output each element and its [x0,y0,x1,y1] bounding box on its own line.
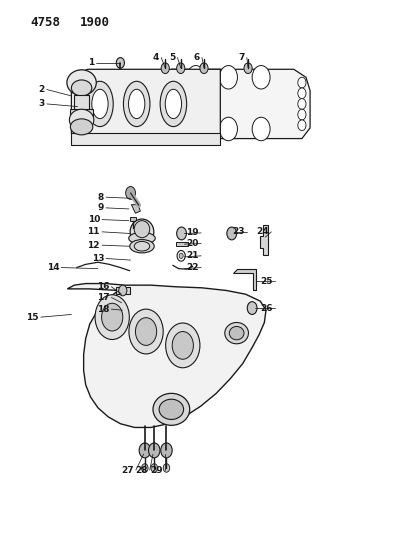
Circle shape [172,332,193,359]
Circle shape [126,187,135,199]
Circle shape [187,117,205,141]
Circle shape [252,66,270,89]
Text: 22: 22 [186,263,199,272]
Circle shape [95,295,129,340]
Text: 4758: 4758 [31,16,61,29]
Text: 14: 14 [47,263,59,272]
Ellipse shape [71,80,92,96]
Circle shape [177,63,185,74]
Ellipse shape [123,82,150,127]
Polygon shape [67,284,266,427]
Circle shape [161,63,169,74]
Circle shape [151,464,157,472]
Text: 18: 18 [97,305,109,313]
Ellipse shape [71,119,93,135]
Polygon shape [74,95,89,112]
Text: 28: 28 [135,466,148,474]
Circle shape [102,303,123,331]
Ellipse shape [69,109,94,131]
Text: 8: 8 [98,193,104,201]
Circle shape [298,109,306,120]
Text: 27: 27 [121,466,134,474]
Text: 7: 7 [238,53,245,62]
Polygon shape [131,205,140,213]
Text: 25: 25 [260,277,273,286]
Text: 11: 11 [87,228,100,236]
Circle shape [163,464,170,472]
Text: 20: 20 [187,239,199,248]
Text: 4: 4 [153,53,159,62]
Polygon shape [71,69,220,139]
Ellipse shape [129,232,155,244]
Ellipse shape [153,393,190,425]
Circle shape [298,120,306,131]
Circle shape [149,443,160,458]
Text: 26: 26 [260,304,273,312]
Text: 19: 19 [186,229,199,237]
Circle shape [298,88,306,99]
Circle shape [177,251,185,261]
Text: 24: 24 [257,228,269,236]
Polygon shape [171,69,310,139]
Polygon shape [116,287,130,294]
Ellipse shape [229,326,244,340]
Circle shape [177,227,186,240]
Text: 9: 9 [98,204,104,212]
Circle shape [135,318,157,345]
Circle shape [298,99,306,109]
Circle shape [298,77,306,88]
Text: 2: 2 [39,85,45,94]
Circle shape [220,117,237,141]
Text: 5: 5 [169,53,175,62]
Ellipse shape [165,89,182,119]
Text: 13: 13 [91,254,104,263]
Ellipse shape [130,239,154,253]
Ellipse shape [86,82,113,127]
Circle shape [119,285,127,296]
Polygon shape [71,133,220,145]
Ellipse shape [134,221,150,238]
Circle shape [252,117,270,141]
Text: 16: 16 [97,282,109,291]
Ellipse shape [67,70,96,95]
Text: 23: 23 [232,228,245,236]
Circle shape [179,253,183,259]
Circle shape [227,227,237,240]
Text: 10: 10 [88,215,100,224]
Ellipse shape [129,89,145,119]
Ellipse shape [225,322,248,344]
Text: 21: 21 [186,252,199,260]
Ellipse shape [160,82,186,127]
Circle shape [161,443,172,458]
Text: 6: 6 [194,53,200,62]
Circle shape [129,309,163,354]
Text: 3: 3 [39,100,45,108]
Polygon shape [70,109,93,116]
Text: 15: 15 [26,313,39,321]
Circle shape [166,323,200,368]
Circle shape [244,63,252,74]
Polygon shape [233,269,256,290]
Circle shape [142,464,148,472]
Ellipse shape [159,399,184,419]
Circle shape [200,63,208,74]
Polygon shape [176,242,188,246]
Text: 29: 29 [151,466,163,474]
Polygon shape [260,225,268,255]
Ellipse shape [130,219,154,245]
Circle shape [220,66,237,89]
Circle shape [116,58,124,68]
Text: 12: 12 [87,241,100,249]
Text: 17: 17 [97,293,109,302]
Text: 1900: 1900 [80,16,110,29]
Text: 1: 1 [88,59,94,67]
Circle shape [139,443,151,458]
Polygon shape [130,217,136,221]
Circle shape [187,66,205,89]
Circle shape [247,302,257,314]
Ellipse shape [92,89,108,119]
